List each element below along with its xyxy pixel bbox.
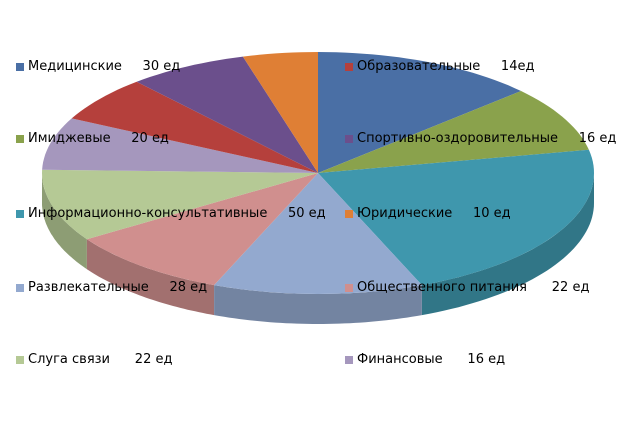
legend-item-info: Информационно-консультативные 50 ед [16, 206, 326, 222]
legend-item-catering: Общественного питания 22 ед [345, 280, 589, 296]
pie-slice-7 [214, 173, 422, 294]
legend-swatch-education [345, 63, 353, 71]
pie-slice-3 [318, 91, 589, 173]
pie-slice-2 [71, 81, 318, 173]
legend-item-education: Образовательные 14ед [345, 59, 534, 75]
pie-slice-4 [136, 56, 318, 173]
legend-swatch-image [16, 135, 24, 143]
legend-item-medical: Медицинские 30 ед [16, 59, 180, 75]
legend-item-legal: Юридические 10 ед [345, 206, 511, 222]
pie-slice-8 [86, 173, 319, 286]
pie-side-5 [421, 173, 594, 316]
legend-label-education: Образовательные 14ед [357, 59, 535, 74]
legend-swatch-medical [16, 63, 24, 71]
legend-label-sport: Спортивно-оздоровительные 16 ед [357, 131, 617, 146]
legend-label-legal: Юридические 10 ед [357, 206, 511, 221]
legend-label-medical: Медицинские 30 ед [28, 59, 181, 74]
legend-swatch-legal [345, 210, 353, 218]
pie-slice-9 [42, 169, 318, 240]
pie-side-9 [42, 173, 87, 270]
legend-item-entertainment: Развлекательные 28 ед [16, 280, 207, 296]
legend-swatch-sport [345, 135, 353, 143]
legend-swatch-catering [345, 284, 353, 292]
legend-label-info: Информационно-консультативные 50 ед [28, 206, 326, 221]
pie-slice-5 [318, 149, 594, 286]
legend-swatch-communication [16, 356, 24, 364]
pie-side-8 [86, 239, 215, 316]
legend-item-finance: Финансовые 16 ед [345, 352, 505, 368]
legend-item-image: Имиджевые 20 ед [16, 131, 169, 147]
pie-side-7 [214, 285, 422, 324]
legend-label-catering: Общественного питания 22 ед [357, 280, 590, 295]
legend-label-image: Имиджевые 20 ед [28, 131, 169, 146]
pie-slice-6 [242, 52, 318, 173]
legend-swatch-finance [345, 356, 353, 364]
legend-label-communication: Слуга связи 22 ед [28, 352, 173, 367]
legend-label-finance: Финансовые 16 ед [357, 352, 506, 367]
pie-slice-10 [42, 118, 318, 173]
legend-item-sport: Спортивно-оздоровительные 16 ед [345, 131, 616, 147]
legend-item-communication: Слуга связи 22 ед [16, 352, 172, 368]
legend-label-entertainment: Развлекательные 28 ед [28, 280, 208, 295]
legend-swatch-entertainment [16, 284, 24, 292]
legend-swatch-info [16, 210, 24, 218]
pie-slice-1 [318, 52, 522, 173]
